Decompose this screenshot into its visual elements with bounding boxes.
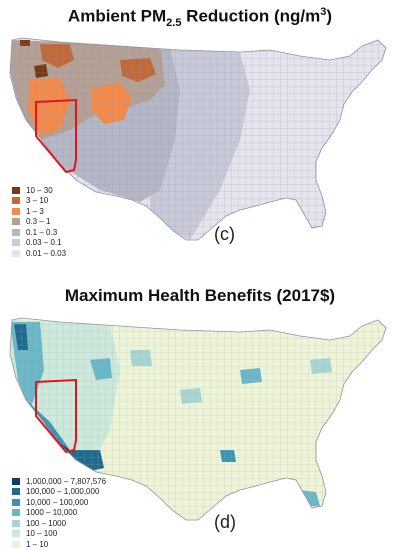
- health-benefits-title: Maximum Health Benefits (2017$): [64, 286, 336, 305]
- legend-item: 10 – 100: [12, 529, 106, 540]
- legend-item: 1 – 3: [12, 206, 66, 217]
- legend-item: 0.3 – 1: [12, 217, 66, 228]
- us-outline: [9, 37, 387, 241]
- pm25-us-county-map: [9, 37, 387, 241]
- legend-item: 1,000,000 – 7,807,576: [12, 476, 106, 487]
- legend-item: 10 – 30: [12, 185, 66, 196]
- pm25-map-title: Ambient PM2.5 Reduction (ng/m3): [67, 6, 333, 30]
- health-benefits-legend: 1,000,000 – 7,807,576 100,000 – 1,000,00…: [12, 476, 106, 550]
- legend-item: 0.01 – 0.03: [12, 248, 66, 259]
- panel-c-tag: (c): [214, 224, 235, 244]
- legend-item: 3 – 10: [12, 196, 66, 207]
- legend-item: 100 – 1000: [12, 518, 106, 529]
- legend-item: 0.1 – 0.3: [12, 227, 66, 238]
- legend-item: 1000 – 10,000: [12, 508, 106, 519]
- nevada-highlight-outline: [35, 98, 77, 174]
- legend-item: 1 – 10: [12, 539, 106, 550]
- legend-item: 0.03 – 0.1: [12, 238, 66, 249]
- panel-d-tag: (d): [214, 512, 236, 532]
- legend-item: 10,000 – 100,000: [12, 497, 106, 508]
- health-benefits-us-county-map: [9, 317, 387, 521]
- us-outline: [9, 317, 387, 521]
- nevada-highlight-outline: [35, 378, 77, 454]
- health-benefits-panel: Maximum Health Benefits (2017$): [0, 280, 400, 550]
- pm25-reduction-panel: Ambient PM2.5 Reduction (ng/m3): [9, 6, 387, 259]
- legend-item: 100,000 – 1,000,000: [12, 487, 106, 498]
- pm25-legend: 10 – 30 3 – 10 1 – 3 0.3 – 1 0.1 – 0.3 0…: [12, 185, 66, 259]
